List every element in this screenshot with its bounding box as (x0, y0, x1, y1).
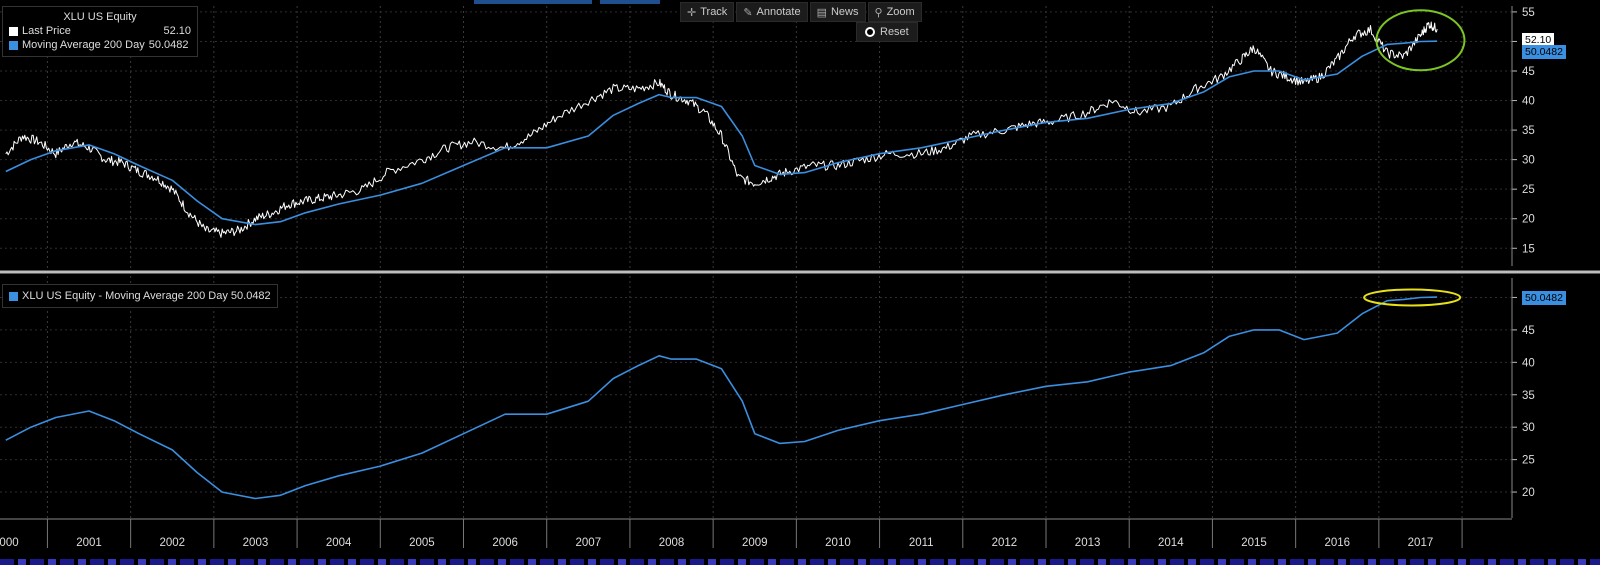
ma-price-tag: 50.0482 (1522, 45, 1566, 59)
ma-value: 50.0482 (148, 39, 189, 51)
y-tick-label: 45 (1522, 325, 1535, 337)
x-tick-label: 2004 (326, 537, 352, 549)
x-tick-label: 2006 (492, 537, 518, 549)
ma-panel-legend[interactable]: XLU US Equity - Moving Average 200 Day 5… (2, 284, 278, 308)
ma-line (5, 40, 1438, 226)
y-tick-label: 25 (1522, 455, 1535, 467)
y-tick-label: 30 (1522, 155, 1535, 167)
x-tick-label: 2007 (576, 537, 602, 549)
y-tick-label: 40 (1522, 357, 1535, 369)
ma-label: Moving Average 200 Day (22, 39, 145, 51)
y-tick-label: 35 (1522, 125, 1535, 137)
y-tick-label: 20 (1522, 214, 1535, 226)
annotate-label: Annotate (756, 6, 801, 18)
ma-panel-price-tag: 50.0482 (1522, 291, 1566, 305)
crosshair-icon: ✛ (687, 6, 697, 19)
y-tick-label: 30 (1522, 422, 1535, 434)
ma-panel-line (5, 296, 1438, 500)
x-tick-label: 2005 (409, 537, 435, 549)
top-tab-1[interactable] (474, 0, 592, 4)
news-ticker-strip (0, 559, 1600, 565)
x-tick-label: 2000 (0, 537, 19, 549)
x-tick-label: 2010 (825, 537, 851, 549)
y-tick-label: 20 (1522, 487, 1535, 499)
reset-icon (865, 27, 875, 37)
last-price-line (5, 21, 1438, 238)
track-button[interactable]: ✛ Track (680, 2, 735, 22)
legend-title: XLU US Equity (63, 11, 137, 23)
news-label: News (830, 6, 859, 18)
x-tick-label: 2002 (159, 537, 185, 549)
legend-moving-average: Moving Average 200 Day 50.0482 (9, 38, 191, 52)
x-tick-label: 2001 (76, 537, 102, 549)
magnifier-icon: ⚲ (874, 6, 883, 19)
x-tick-label: 2016 (1324, 537, 1350, 549)
highlight-circle-yellow (1363, 288, 1462, 307)
ma-panel-swatch (9, 291, 18, 301)
zoom-button[interactable]: ⚲ Zoom (867, 2, 922, 22)
highlight-circle-green (1375, 9, 1466, 72)
legend-last-price: Last Price 52.10 (9, 24, 191, 38)
x-tick-label: 2015 (1241, 537, 1267, 549)
y-tick-label: 35 (1522, 390, 1535, 402)
x-tick-label: 2012 (992, 537, 1018, 549)
x-tick-label: 2003 (243, 537, 269, 549)
x-tick-label: 2014 (1158, 537, 1184, 549)
last-price-tag: 52.10 (1522, 33, 1555, 47)
chart-toolbar: ✛ Track ✎ Annotate ▤ News ⚲ Zoom (680, 2, 922, 22)
track-label: Track (700, 6, 728, 18)
x-tick-label: 2008 (659, 537, 685, 549)
ma-panel-legend-label: XLU US Equity - Moving Average 200 Day 5… (22, 290, 271, 302)
x-tick-label: 2013 (1075, 537, 1101, 549)
x-tick-label: 2017 (1408, 537, 1434, 549)
reset-button[interactable]: Reset (856, 22, 918, 42)
last-price-label: Last Price (22, 25, 71, 37)
x-tick-label: 2011 (909, 537, 934, 549)
top-tab-2[interactable] (600, 0, 660, 4)
y-tick-label: 45 (1522, 66, 1535, 78)
y-tick-label: 25 (1522, 184, 1535, 196)
price-legend[interactable]: XLU US Equity Last Price 52.10 Moving Av… (2, 6, 198, 57)
last-price-swatch (9, 26, 18, 36)
y-tick-label: 55 (1522, 7, 1535, 19)
last-price-value: 52.10 (163, 25, 191, 37)
pencil-icon: ✎ (743, 6, 753, 19)
annotate-button[interactable]: ✎ Annotate (736, 2, 808, 22)
x-tick-label: 2009 (742, 537, 768, 549)
zoom-label: Zoom (886, 6, 915, 18)
ma-swatch (9, 40, 18, 50)
news-button[interactable]: ▤ News (809, 2, 866, 22)
reset-label: Reset (880, 26, 909, 38)
news-icon: ▤ (816, 6, 827, 19)
y-tick-label: 15 (1522, 243, 1535, 255)
y-tick-label: 40 (1522, 96, 1535, 108)
